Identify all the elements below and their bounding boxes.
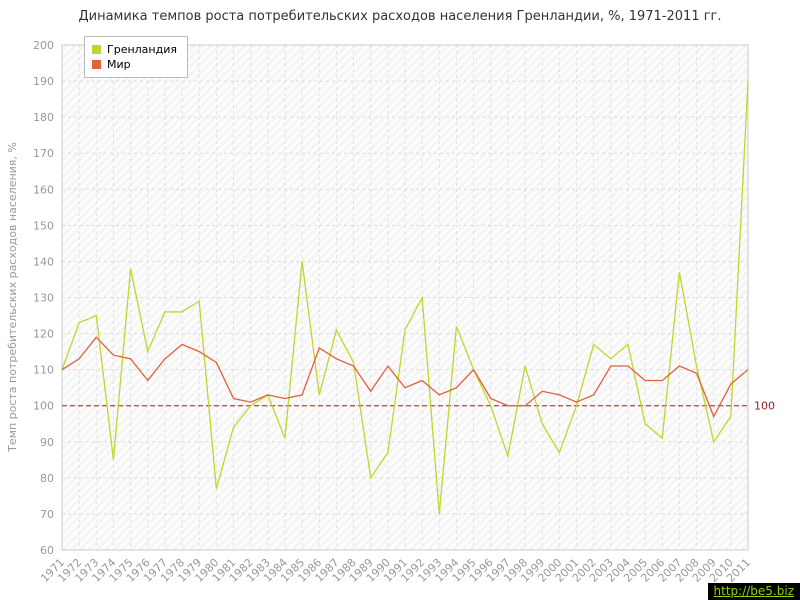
y-tick-label: 140 bbox=[33, 255, 54, 268]
y-tick-label: 110 bbox=[33, 364, 54, 377]
chart-title: Динамика темпов роста потребительских ра… bbox=[78, 9, 722, 24]
y-tick-label: 190 bbox=[33, 75, 54, 88]
y-tick-label: 100 bbox=[33, 400, 54, 413]
legend: Гренландия Мир bbox=[84, 36, 188, 78]
y-tick-label: 180 bbox=[33, 111, 54, 124]
legend-label-greenland: Гренландия bbox=[107, 43, 177, 56]
reference-line-label: 100 bbox=[754, 400, 775, 413]
plot-border bbox=[61, 44, 749, 551]
y-tick-label: 60 bbox=[40, 544, 54, 557]
world-series-swatch bbox=[92, 60, 101, 69]
y-tick-label: 200 bbox=[33, 39, 54, 52]
greenland-series-swatch bbox=[92, 45, 101, 54]
y-tick-label: 90 bbox=[40, 436, 54, 449]
y-tick-label: 170 bbox=[33, 147, 54, 160]
legend-item-world: Мир bbox=[92, 58, 177, 71]
legend-label-world: Мир bbox=[107, 58, 131, 71]
watermark-link[interactable]: http://be5.biz bbox=[707, 583, 800, 600]
y-axis-title: Темп роста потребительских расходов насе… bbox=[6, 142, 19, 453]
legend-item-greenland: Гренландия bbox=[92, 43, 177, 56]
y-tick-label: 130 bbox=[33, 292, 54, 305]
y-tick-label: 80 bbox=[40, 472, 54, 485]
y-tick-label: 120 bbox=[33, 328, 54, 341]
y-tick-label: 160 bbox=[33, 183, 54, 196]
y-tick-label: 150 bbox=[33, 219, 54, 232]
y-tick-label: 70 bbox=[40, 508, 54, 521]
series-line-world bbox=[61, 336, 749, 419]
